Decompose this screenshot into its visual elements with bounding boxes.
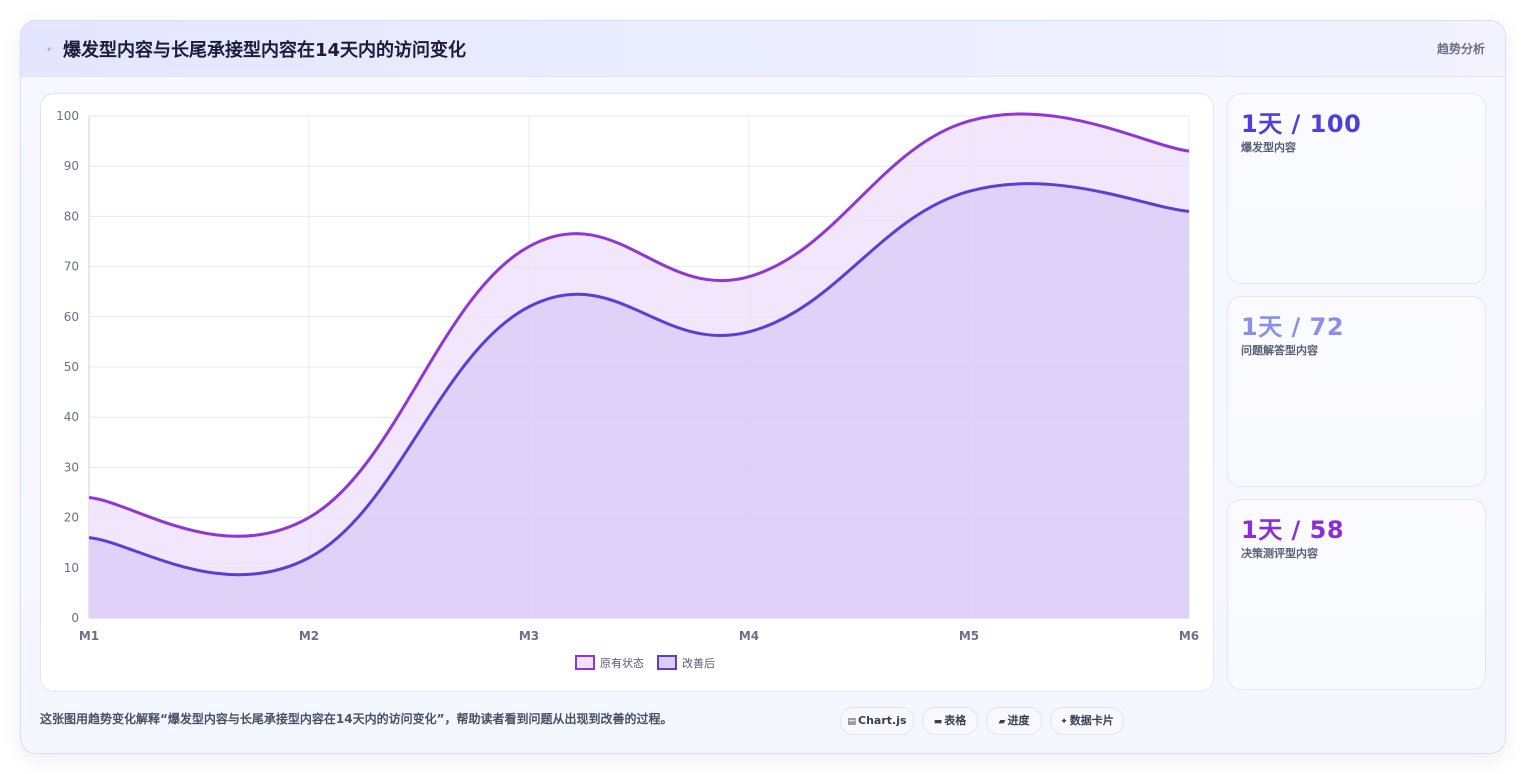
legend-swatch [575, 655, 595, 670]
x-tick-label: M4 [739, 629, 759, 643]
legend-label: 改善后 [682, 656, 715, 670]
chart-panel: 0 10 20 30 40 50 60 70 80 90 100 M1 M2 M3 M4 M5 M6 原有状态 改善… [40, 93, 1214, 692]
legend-label: 原有状态 [600, 656, 644, 670]
page-title: 爆发型内容与长尾承接型内容在14天内的访问变化 [63, 40, 467, 61]
lightning-icon [43, 46, 55, 52]
y-tick-label: 10 [64, 561, 79, 575]
y-tick-label: 40 [64, 410, 79, 424]
pill-label: 表格 [944, 714, 967, 727]
chart-card: 爆发型内容与长尾承接型内容在14天内的访问变化 趋势分析 0 10 20 30 40 50… [20, 20, 1506, 754]
pill-table[interactable]: ▬ 表格 [922, 707, 978, 735]
series-area-1 [89, 183, 1189, 618]
stat-label: 爆发型内容 [1241, 141, 1296, 154]
y-tick-label: 80 [64, 209, 79, 223]
chart-icon: ▤ [847, 717, 856, 727]
y-tick-label: 70 [64, 260, 79, 274]
y-tick-label: 100 [56, 109, 79, 123]
pill-label: 数据卡片 [1069, 714, 1114, 727]
y-tick-label: 50 [64, 360, 79, 374]
y-tick-label: 20 [64, 511, 79, 525]
analysis-tag: 趋势分析 [1436, 42, 1485, 56]
legend-swatch [657, 655, 677, 670]
stat-value: 1天 / 72 [1241, 313, 1345, 341]
y-tick-label: 30 [64, 460, 79, 474]
stat-value: 1天 / 58 [1241, 516, 1345, 544]
area-chart: 0 10 20 30 40 50 60 70 80 90 100 M1 M2 M3 M4 M5 M6 原有状态 改善… [56, 109, 1199, 670]
y-tick-label: 90 [64, 159, 79, 173]
x-tick-label: M5 [959, 629, 979, 643]
y-tick-label: 0 [71, 611, 79, 625]
stat-label: 问题解答型内容 [1241, 344, 1318, 357]
x-tick-label: M3 [519, 629, 539, 643]
x-tick-label: M2 [299, 629, 319, 643]
series-line-0 [88, 112, 1190, 538]
x-tick-label: M6 [1179, 629, 1199, 643]
stat-card-review: 1天 / 58 决策测评型内容 [1227, 499, 1486, 690]
pill-label: Chart.js [858, 714, 907, 727]
sparkle-icon: ✦ [1060, 717, 1068, 727]
pill-data-card[interactable]: ✦ 数据卡片 [1050, 707, 1124, 735]
stat-value: 1天 / 100 [1241, 110, 1362, 138]
pill-label: 进度 [1007, 714, 1030, 727]
stat-label: 决策测评型内容 [1241, 547, 1318, 560]
stat-card-qa: 1天 / 72 问题解答型内容 [1227, 296, 1486, 487]
progress-icon: ▰ [998, 717, 1006, 727]
pill-progress[interactable]: ▰ 进度 [986, 707, 1042, 735]
pill-chartjs[interactable]: ▤ Chart.js [840, 707, 914, 735]
x-tick-label: M1 [79, 629, 99, 643]
y-tick-label: 60 [64, 310, 79, 324]
card-header: 爆发型内容与长尾承接型内容在14天内的访问变化 趋势分析 [21, 21, 1505, 77]
table-icon: ▬ [933, 717, 943, 727]
series-line-1 [88, 182, 1190, 577]
stat-card-burst: 1天 / 100 爆发型内容 [1227, 93, 1486, 284]
chart-caption: 这张图用趋势变化解释“爆发型内容与长尾承接型内容在14天内的访问变化”，帮助读者… [40, 712, 673, 726]
